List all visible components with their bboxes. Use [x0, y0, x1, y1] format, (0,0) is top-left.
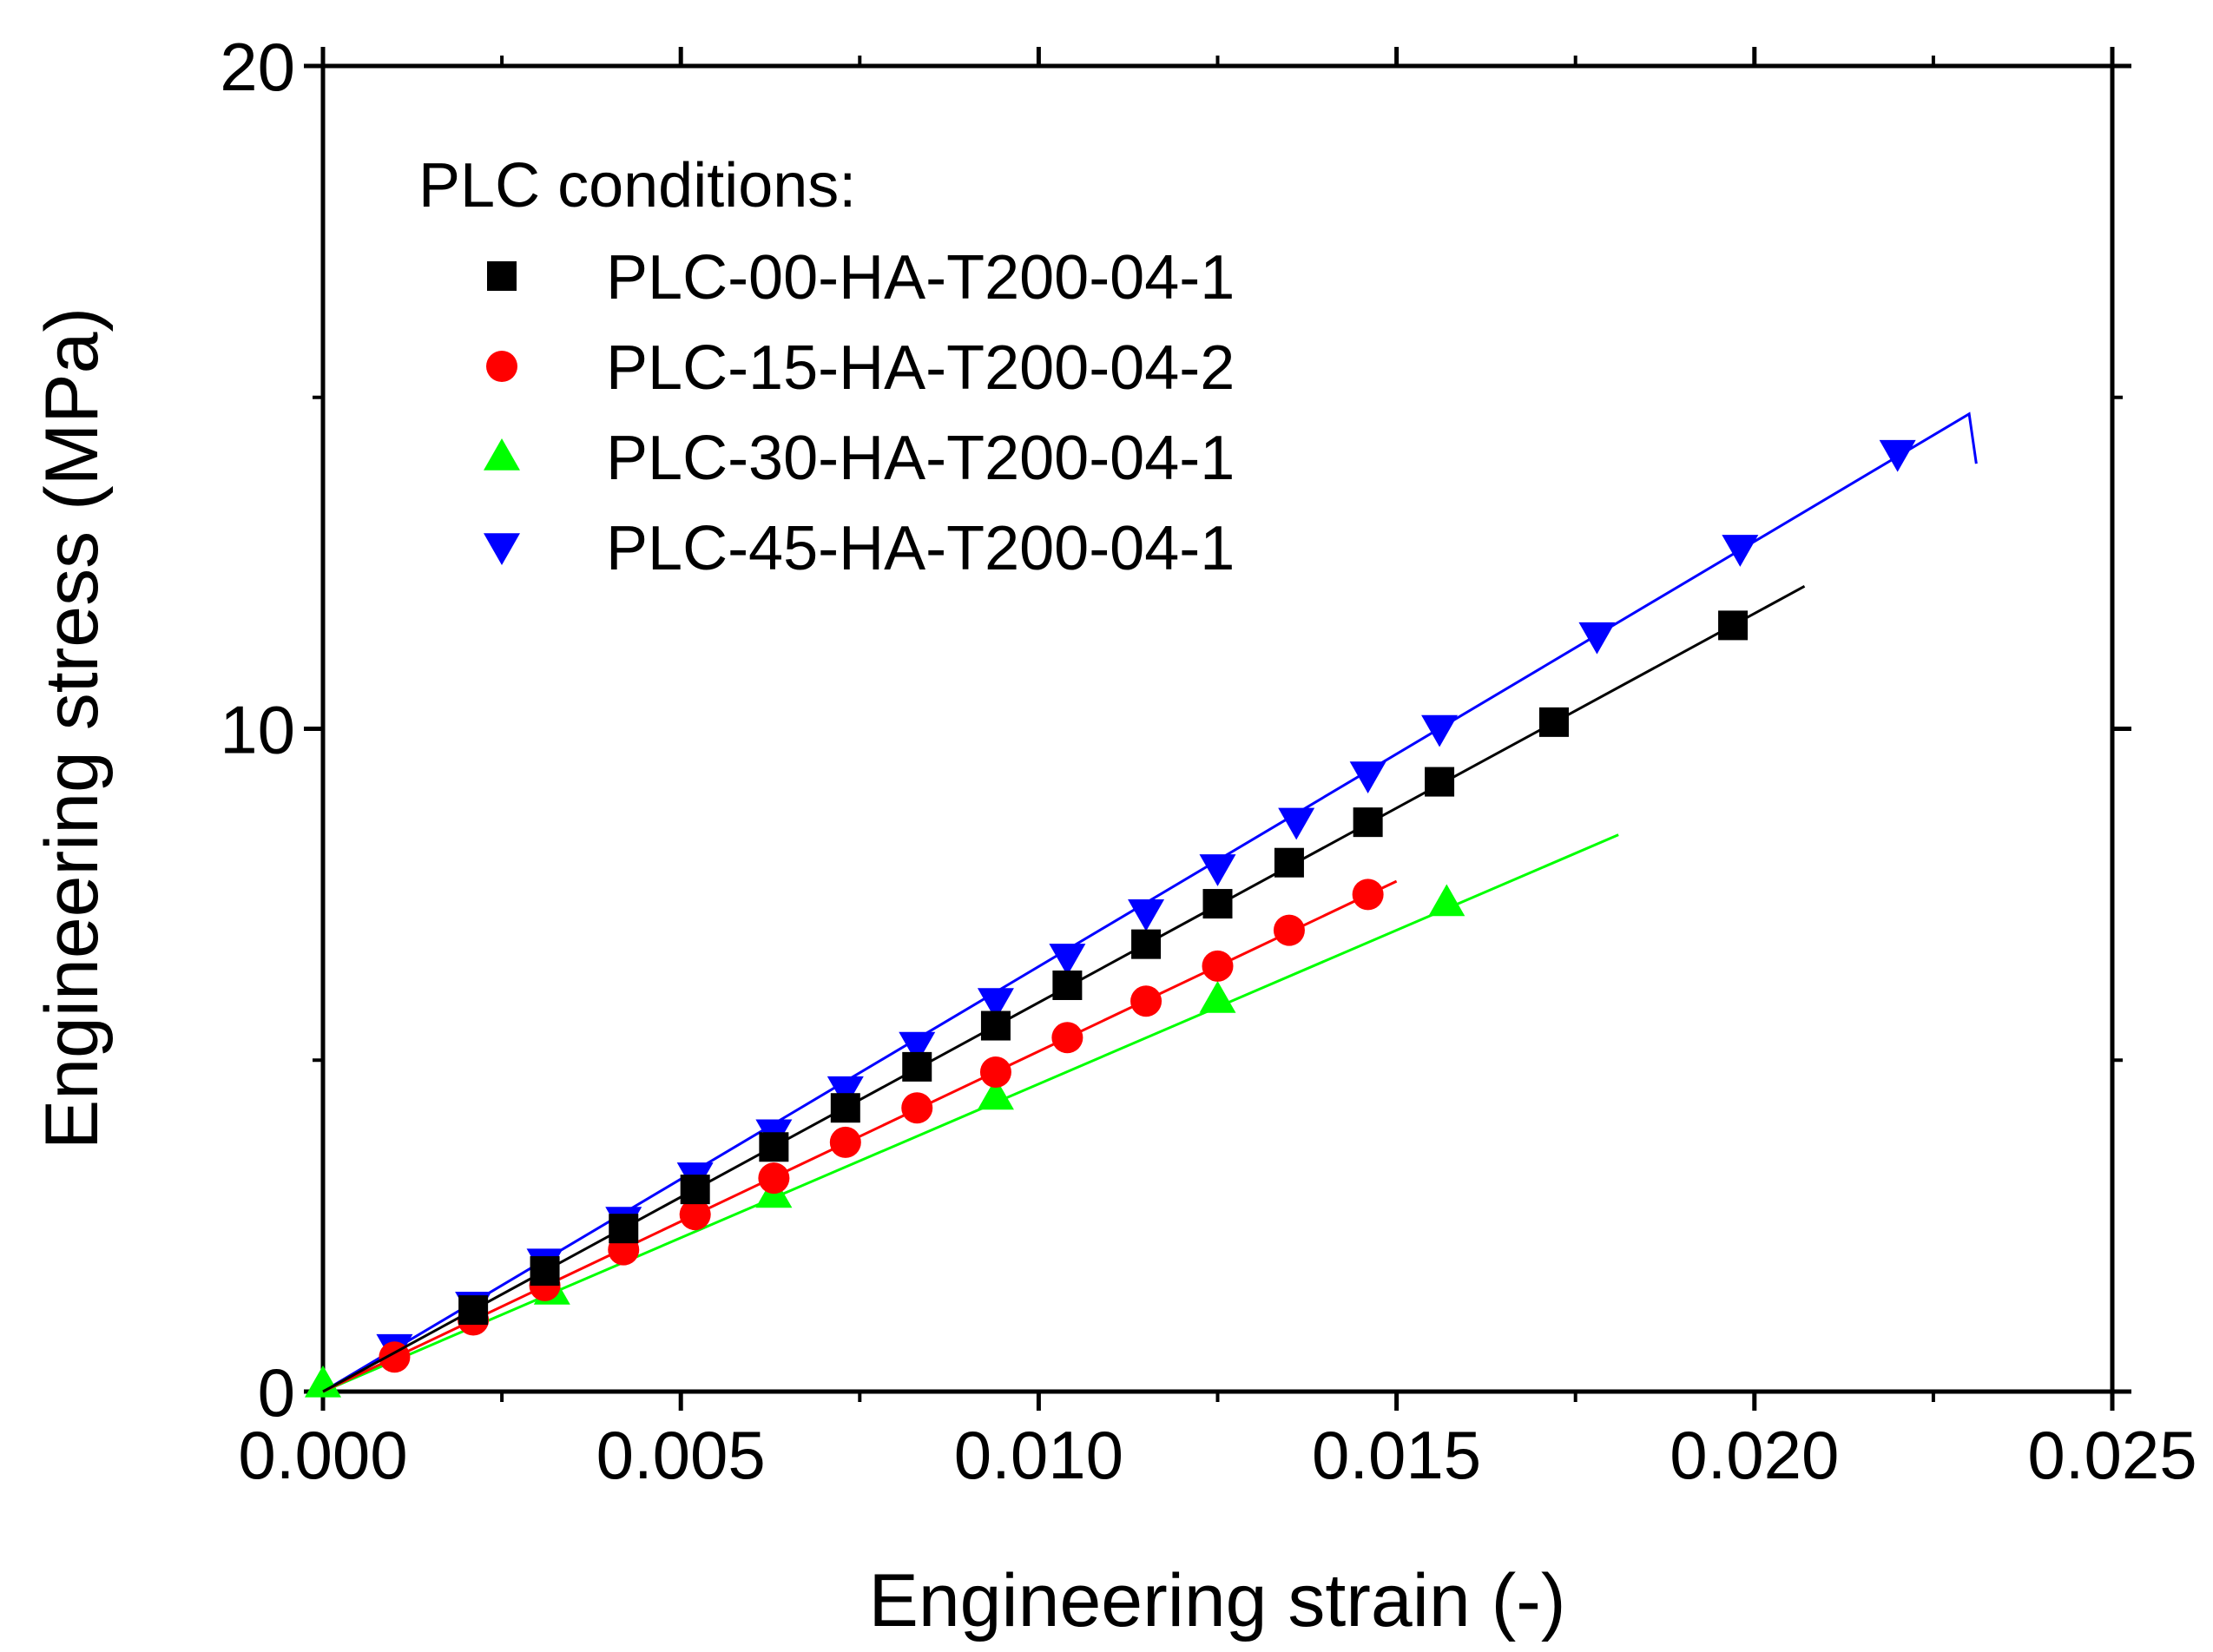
y-tick-label: 0	[258, 1354, 295, 1431]
data-point	[530, 1256, 560, 1287]
data-point	[1428, 884, 1465, 917]
y-tick-label: 20	[220, 29, 295, 105]
legend-marker	[484, 438, 520, 471]
data-point	[1049, 944, 1086, 976]
data-point	[1421, 714, 1459, 747]
data-point	[1278, 807, 1315, 840]
data-point	[1538, 707, 1569, 737]
data-point	[1879, 439, 1916, 472]
x-tick-label: 0.025	[2027, 1417, 2197, 1493]
legend-entry: PLC-15-HA-T200-04-2	[486, 333, 1235, 403]
legend-label: PLC-45-HA-T200-04-1	[606, 514, 1235, 583]
legend-label: PLC-00-HA-T200-04-1	[606, 243, 1235, 313]
series-PLC-15-HA-T200-04-2	[322, 879, 1398, 1393]
data-point	[979, 1056, 1011, 1088]
x-axis-title: Engineering strain (-)	[868, 1559, 1565, 1642]
x-tick-label: 0.015	[1312, 1417, 1481, 1493]
data-point	[1051, 1022, 1083, 1054]
data-point	[899, 1031, 936, 1064]
data-point	[1353, 807, 1383, 838]
data-point	[1352, 879, 1384, 911]
data-point	[1718, 610, 1749, 641]
data-point	[827, 1076, 864, 1109]
plot-area	[320, 63, 2115, 1394]
x-tick-label: 0.005	[596, 1417, 766, 1493]
legend-entry: PLC-30-HA-T200-04-1	[484, 424, 1235, 493]
data-point	[977, 988, 1014, 1021]
data-point	[1349, 761, 1386, 793]
data-point	[680, 1175, 710, 1205]
y-tick-label: 10	[220, 692, 295, 768]
series-line	[322, 411, 1978, 1393]
data-point	[1202, 950, 1234, 982]
data-point	[1131, 929, 1162, 959]
series-layer	[305, 411, 1978, 1398]
data-point	[609, 1214, 639, 1244]
data-point	[458, 1295, 489, 1326]
legend-entry: PLC-00-HA-T200-04-1	[487, 243, 1235, 313]
data-point	[1052, 970, 1083, 1000]
x-tick-label: 0.020	[1670, 1417, 1839, 1493]
legend-marker	[487, 261, 517, 291]
legend-label: PLC-15-HA-T200-04-2	[606, 333, 1235, 403]
legend-title: PLC conditions:	[418, 151, 856, 220]
legend-entry: PLC-45-HA-T200-04-1	[484, 514, 1235, 583]
data-point	[980, 1010, 1011, 1041]
axis-ticks: 0.000 0.005 0.010 0.015 0.020 0.025 0 10 20	[220, 29, 2197, 1493]
data-point	[1722, 535, 1759, 567]
data-point	[1274, 847, 1304, 878]
data-point	[829, 1126, 861, 1158]
legend-marker	[486, 351, 517, 382]
data-point	[977, 1077, 1014, 1110]
legend: PLC-00-HA-T200-04-1 PLC-15-HA-T200-04-2 PL…	[484, 243, 1235, 583]
y-axis-title: Engineering stress (MPa)	[30, 307, 114, 1149]
data-point	[759, 1132, 789, 1162]
data-point	[1425, 767, 1455, 797]
data-point	[1578, 622, 1616, 655]
data-point	[679, 1199, 711, 1231]
data-point	[1130, 985, 1162, 1017]
legend-label: PLC-30-HA-T200-04-1	[606, 424, 1235, 493]
data-point	[1199, 981, 1236, 1013]
data-point	[901, 1092, 933, 1124]
data-point	[830, 1093, 860, 1123]
series-PLC-00-HA-T200-04-1	[322, 585, 1806, 1393]
data-point	[1273, 914, 1305, 946]
data-point	[305, 1365, 341, 1398]
data-point	[1199, 854, 1236, 886]
data-point	[1202, 889, 1233, 919]
data-point	[1128, 899, 1165, 931]
x-tick-label: 0.000	[238, 1417, 407, 1493]
x-tick-label: 0.010	[954, 1417, 1123, 1493]
data-point	[758, 1162, 790, 1195]
data-point	[902, 1051, 932, 1082]
legend-marker	[484, 533, 520, 565]
